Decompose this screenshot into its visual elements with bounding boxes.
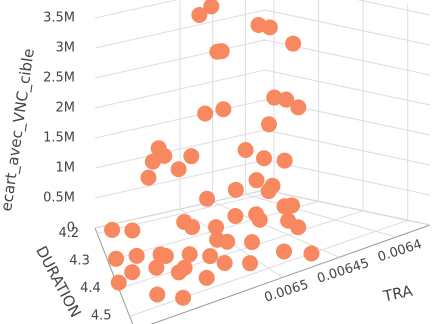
z-tick-label: 1.5M — [43, 131, 75, 146]
z-tick-label: 0.5M — [43, 191, 75, 206]
point — [213, 43, 230, 60]
z-grid-line — [264, 159, 431, 196]
z-grid-line — [94, 0, 178, 19]
point — [156, 147, 173, 164]
point — [199, 190, 216, 207]
point — [191, 6, 208, 23]
z-tick-label: 1M — [56, 161, 76, 176]
point — [149, 286, 166, 303]
point — [250, 16, 267, 33]
point — [198, 269, 215, 286]
point — [290, 99, 307, 116]
point — [216, 255, 233, 272]
point — [209, 231, 226, 248]
z-grid-line — [264, 129, 431, 166]
point — [284, 197, 301, 214]
z-axis-title: ecart_avec_VNC_cible — [0, 47, 39, 212]
point — [276, 152, 293, 169]
x-axis-title: TRA — [381, 282, 415, 306]
y-tick-label: 4.4 — [80, 281, 101, 296]
x-tick-label: 0.00645 — [315, 256, 371, 287]
point — [148, 259, 165, 276]
point — [124, 222, 141, 239]
point — [290, 219, 307, 236]
point — [215, 101, 232, 118]
point — [152, 246, 169, 263]
point — [128, 247, 145, 264]
z-grid-line — [264, 9, 431, 46]
point — [170, 264, 187, 281]
point — [124, 264, 141, 281]
point — [260, 116, 277, 133]
point — [237, 142, 254, 159]
y-tick-label: 4.5 — [91, 309, 112, 324]
point — [278, 91, 295, 108]
point — [248, 206, 265, 223]
z-grid-line — [356, 0, 431, 16]
point — [227, 208, 244, 225]
point — [303, 245, 320, 262]
point — [110, 274, 127, 291]
point — [175, 289, 192, 306]
point — [208, 219, 225, 236]
point — [242, 255, 259, 272]
y-grid-line — [118, 210, 364, 290]
point — [176, 213, 193, 230]
z-tick-label: 3M — [56, 41, 76, 56]
z-grid-line — [264, 69, 431, 106]
point — [181, 246, 198, 263]
y-tick-label: 4.2 — [58, 226, 79, 241]
y-tick-label: 4.3 — [69, 254, 90, 269]
point — [140, 169, 157, 186]
point — [202, 248, 219, 265]
point — [197, 105, 214, 122]
point — [244, 234, 261, 251]
point — [275, 243, 292, 260]
point — [203, 0, 220, 15]
point — [170, 161, 187, 178]
point — [104, 221, 121, 238]
z-tick-label: 2.5M — [43, 71, 75, 86]
point — [183, 148, 200, 165]
point — [266, 89, 283, 106]
point — [264, 177, 281, 194]
point — [285, 35, 302, 52]
z-tick-label: 3.5M — [43, 11, 75, 26]
z-tick-label: 0 — [67, 221, 75, 236]
point — [108, 250, 125, 267]
point — [227, 181, 244, 198]
point — [255, 150, 272, 167]
point — [248, 172, 265, 189]
z-tick-label: 2M — [56, 101, 76, 116]
x-grid-line — [245, 193, 397, 238]
z-grid-line — [264, 189, 431, 226]
